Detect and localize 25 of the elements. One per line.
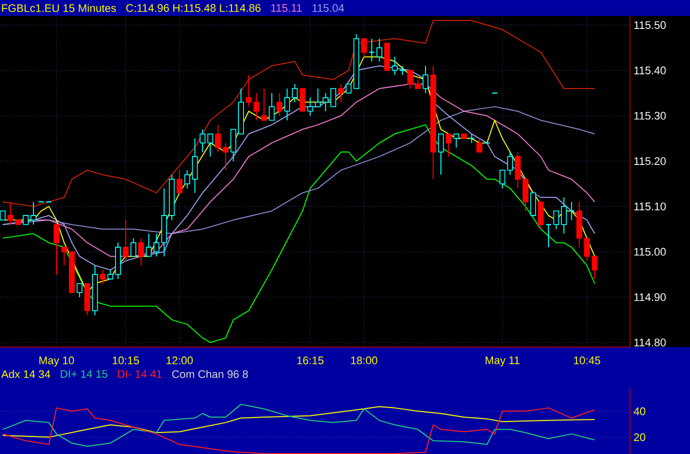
x-tick-label: 10:15 (112, 356, 139, 364)
y-tick-label: 115.10 (634, 202, 666, 210)
x-tick-label: 10:45 (574, 356, 600, 364)
y-tick-label: 114.80 (634, 338, 666, 346)
x-tick-label: 18:00 (351, 356, 378, 364)
x-tick-label: May 11 (486, 356, 520, 366)
y-tick-label: 40 (634, 407, 646, 416)
x-tick-label: May 10 (39, 356, 74, 366)
text: 115.04 (312, 4, 344, 12)
y-tick-label: 115.00 (634, 248, 666, 256)
y-tick-label: 115.20 (634, 157, 666, 165)
y-tick-label: 115.30 (634, 112, 666, 120)
text: Com Chan 96 8 (172, 370, 248, 378)
y-tick-label: 115.50 (634, 21, 666, 29)
y-tick-label: 115.40 (634, 66, 666, 74)
text: Adx 14 34 (1, 370, 50, 378)
text: 115.11 (271, 4, 302, 12)
x-tick-label: 16:15 (297, 356, 324, 364)
chart-subtitle: C:114.96 H:115.48 L:114.86 (126, 4, 260, 12)
text: DI+ 14 15 (60, 370, 108, 378)
y-tick-label: 114.90 (634, 293, 666, 302)
chart-title: FGBLc1.EU 15 Minutes (2, 4, 116, 12)
text: DI- 14 41 (118, 370, 162, 378)
y-tick-label: 20 (634, 433, 646, 442)
x-tick-label: 12:00 (166, 356, 193, 364)
